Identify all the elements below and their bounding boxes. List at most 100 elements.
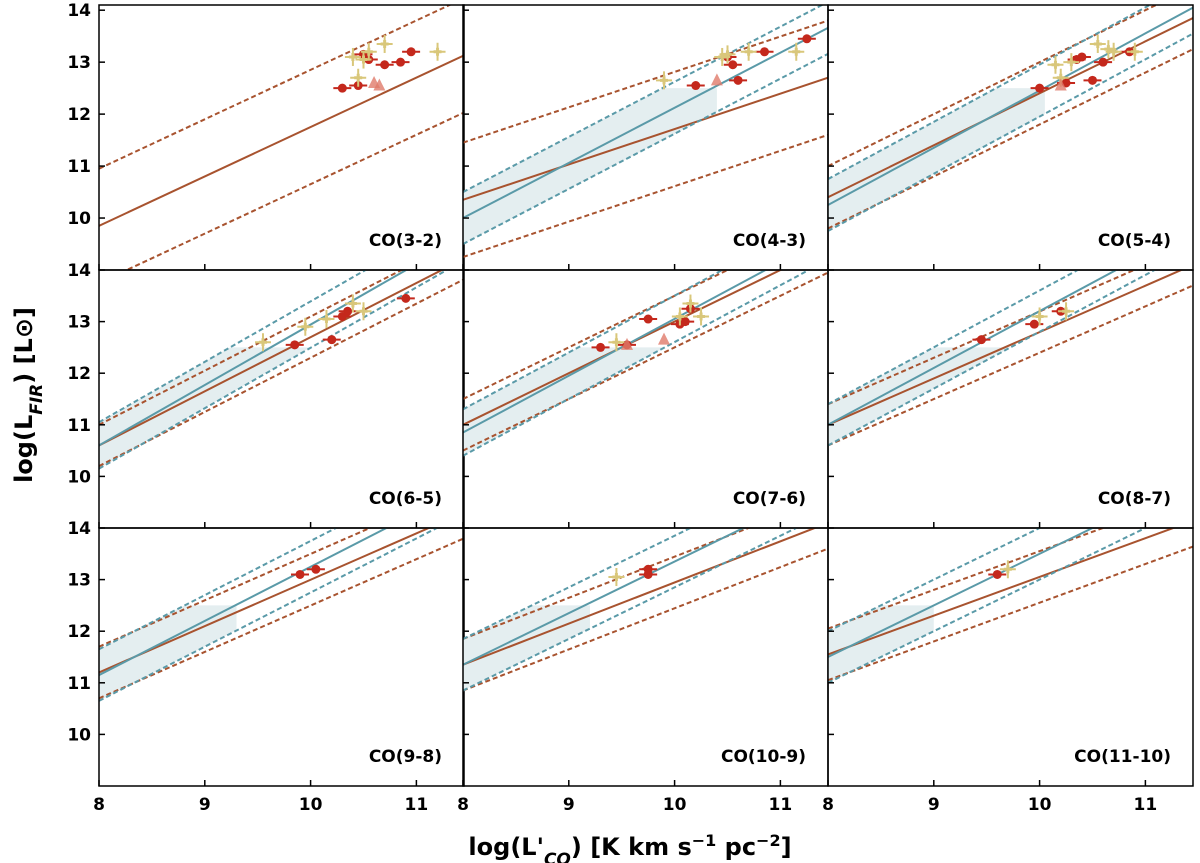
panel-label: CO(11-10) [1074, 747, 1171, 767]
y-tick-label: 11 [67, 157, 91, 177]
dashed-line [828, 5, 1152, 180]
x-label-part: ) [K km s [571, 833, 692, 861]
shaded-region [828, 88, 1045, 232]
x-tick-label: 8 [822, 795, 834, 815]
shaded-region [99, 605, 237, 701]
dashed-line [463, 271, 828, 452]
panel-label: CO(3-2) [369, 231, 442, 251]
x-tick-label: 11 [769, 795, 793, 815]
y-tick-label: 11 [67, 416, 91, 436]
dashed-line [828, 5, 1159, 167]
point [728, 60, 738, 70]
x-tick-label: 9 [563, 795, 575, 815]
dashed-line [463, 270, 811, 457]
point [1098, 57, 1108, 67]
y-tick-label: 12 [67, 105, 91, 125]
dashed-line [463, 5, 825, 193]
panel-label: CO(4-3) [733, 231, 806, 251]
dashed-line [828, 528, 1106, 630]
dashed-line [99, 528, 339, 651]
point [1130, 47, 1139, 56]
point [723, 50, 732, 59]
point [691, 81, 701, 91]
dashed-line [99, 528, 439, 702]
x-tick-label: 8 [93, 795, 105, 815]
point [322, 315, 331, 324]
dashed-line [99, 270, 368, 424]
y-tick-label: 14 [67, 1, 91, 21]
frame [827, 527, 1194, 787]
point [686, 299, 695, 308]
panel [828, 5, 1193, 232]
point [295, 569, 305, 579]
point [612, 573, 621, 582]
y-axis-label: log(LFIR) [L⊙] [10, 307, 47, 483]
dashed-line [99, 270, 449, 470]
y-tick-label: 13 [67, 571, 91, 591]
fit-line [463, 26, 828, 219]
point [760, 47, 770, 57]
point [1104, 45, 1113, 54]
dashed-line [828, 270, 1157, 447]
point [1035, 83, 1045, 93]
dashed-line [828, 270, 1137, 406]
y-tick-label: 14 [67, 261, 91, 281]
dashed-line [828, 32, 1193, 232]
dashed-line [99, 270, 404, 426]
point [406, 47, 416, 57]
y-tick-label: 11 [67, 674, 91, 694]
x-label-part: pc [716, 833, 756, 861]
fit-line [828, 270, 1119, 426]
fit-line [99, 528, 389, 676]
fit-line [828, 528, 1177, 656]
dashed-line [124, 111, 464, 270]
fit-line [99, 270, 445, 447]
y-tick-label: 13 [67, 53, 91, 73]
point [680, 317, 690, 327]
point [675, 312, 684, 321]
dashed-line [99, 537, 464, 700]
x-tick-label: 11 [1134, 795, 1158, 815]
point [643, 314, 653, 324]
x-label-part: ] [781, 833, 792, 861]
point [401, 293, 411, 303]
dashed-line [463, 528, 693, 640]
point [1054, 78, 1067, 91]
x-label-sup: −1 [692, 831, 717, 850]
panel-label: CO(6-5) [369, 489, 442, 509]
fit-line [828, 270, 1184, 426]
point [433, 47, 442, 56]
point [718, 52, 727, 61]
point [359, 55, 368, 64]
point [733, 75, 743, 85]
point [396, 57, 406, 67]
fit-line [463, 528, 818, 666]
fit-line [828, 17, 1193, 199]
x-label-part: log(L' [468, 833, 544, 861]
dashed-line [99, 528, 373, 648]
point [596, 342, 606, 352]
point [1029, 319, 1039, 329]
y-tick-label: 12 [67, 622, 91, 642]
point [290, 340, 300, 350]
point [1056, 73, 1065, 82]
panel [99, 270, 464, 470]
panel [463, 5, 828, 258]
panel [463, 270, 828, 457]
y-tick-label: 14 [67, 519, 91, 539]
dashed-line [99, 278, 464, 467]
point [1077, 52, 1087, 62]
x-tick-label: 8 [457, 795, 469, 815]
x-tick-label: 9 [199, 795, 211, 815]
panel [99, 5, 464, 270]
point [976, 335, 986, 345]
dashed-line [463, 270, 730, 400]
y-tick-label: 13 [67, 313, 91, 333]
point [1003, 565, 1012, 574]
panel [99, 528, 464, 702]
x-label-sup: −2 [756, 831, 781, 850]
point [380, 60, 390, 70]
point [1087, 75, 1097, 85]
x-tick-label: 10 [663, 795, 687, 815]
point [710, 73, 723, 86]
